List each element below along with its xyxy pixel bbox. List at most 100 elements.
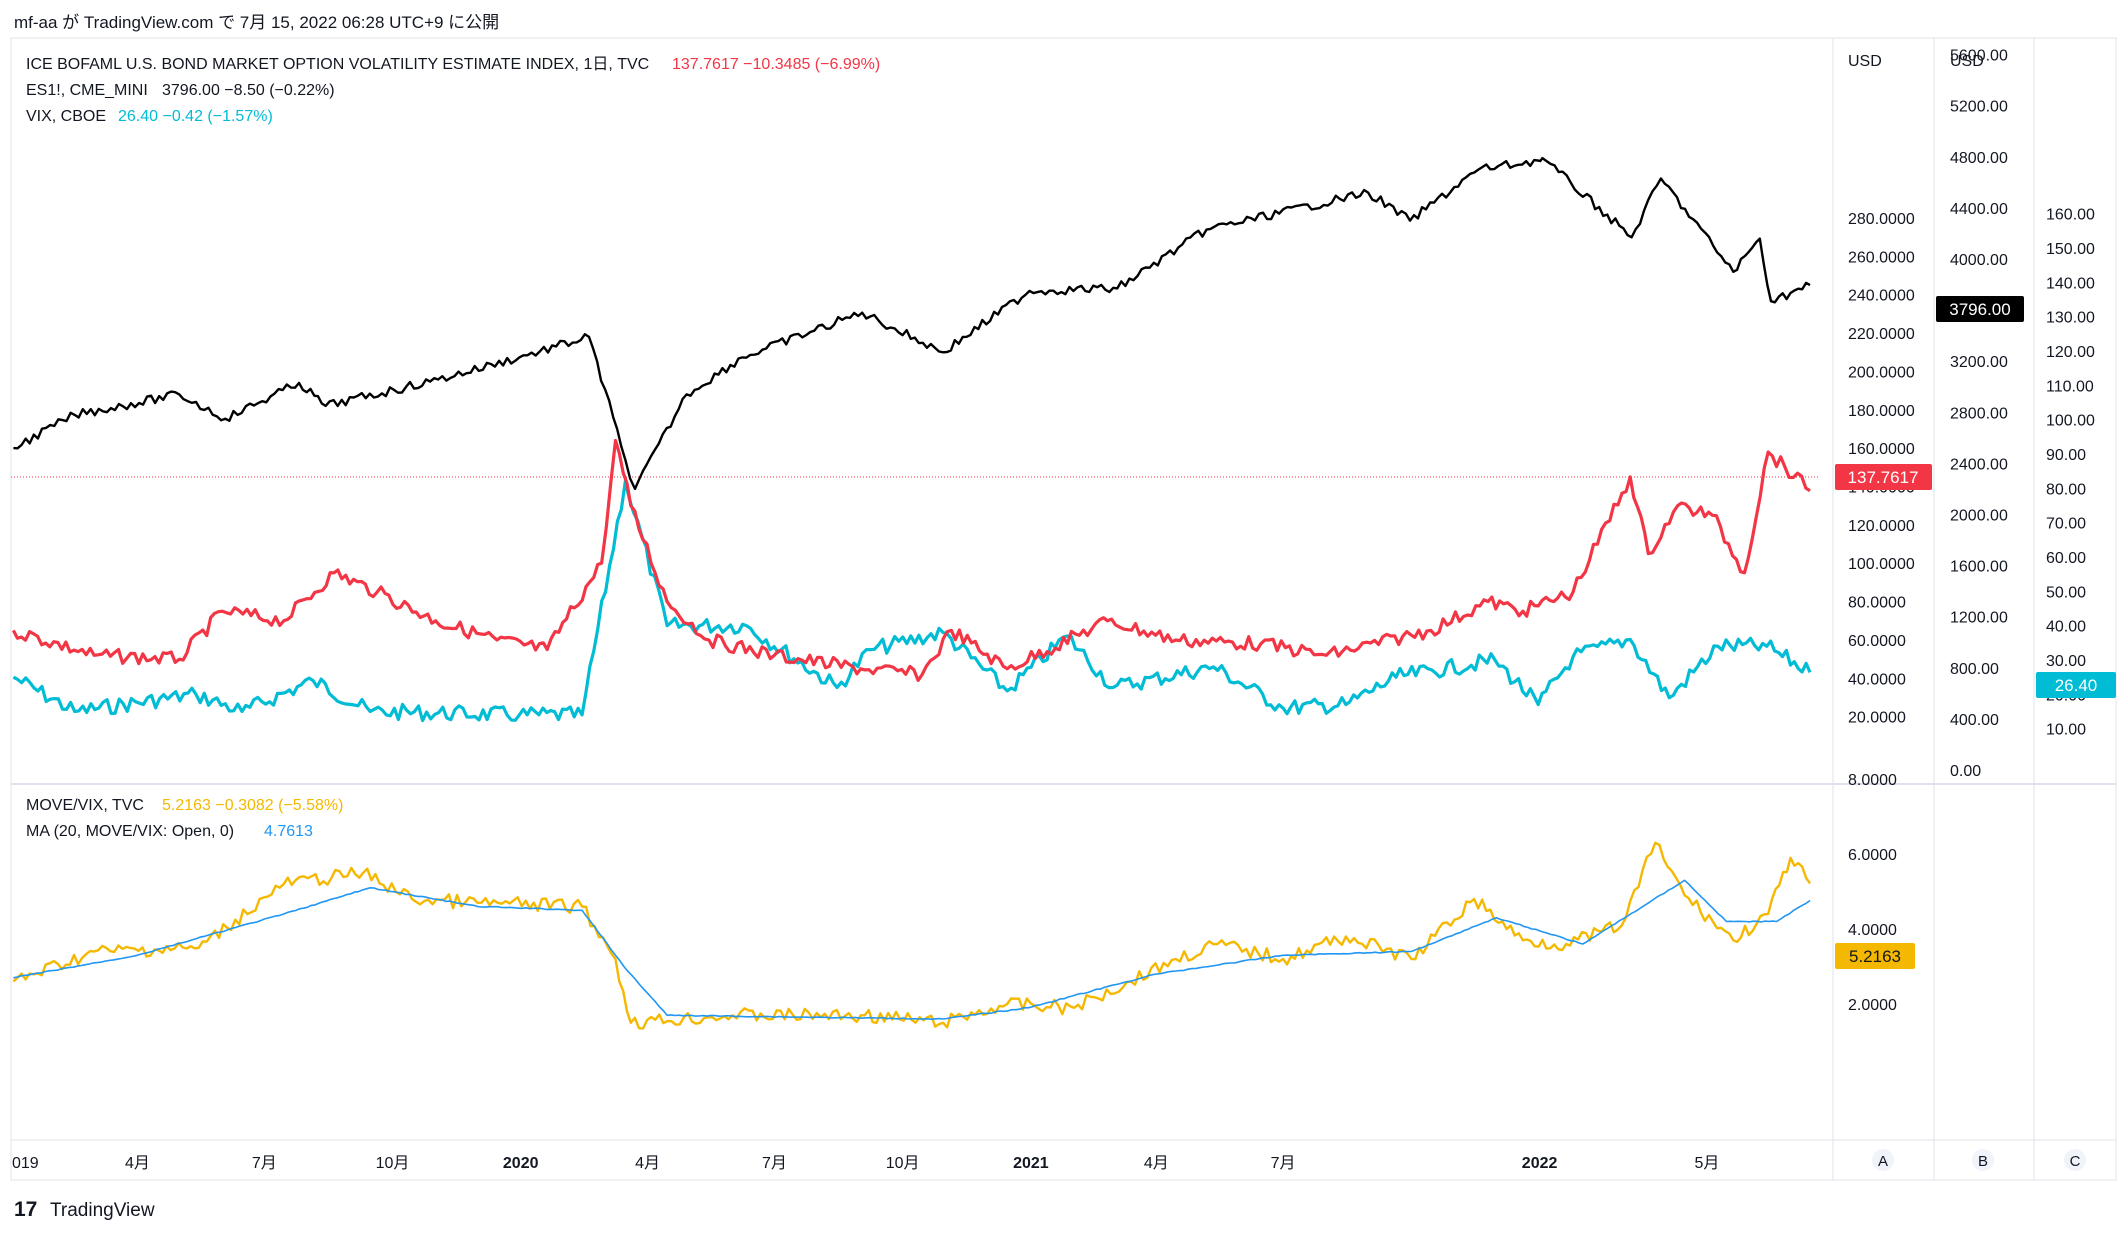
svg-text:ICE BOFAML U.S. BOND MARKET OP: ICE BOFAML U.S. BOND MARKET OPTION VOLAT… <box>26 56 649 73</box>
vix-axis-tick-label: 90.00 <box>2046 447 2086 464</box>
svg-text:C: C <box>2070 1153 2081 1170</box>
move-series-line <box>11 438 1811 682</box>
vix-axis-tick-label: 130.00 <box>2046 310 2095 327</box>
vix-axis-tick-label: 150.00 <box>2046 241 2095 258</box>
vix-axis-tick-label: 30.00 <box>2046 653 2086 670</box>
es-axis-tick-label: 4800.00 <box>1950 150 2008 167</box>
move-axis-tick-label: 220.0000 <box>1848 326 1915 343</box>
es-axis-tick-label: 5200.00 <box>1950 99 2008 116</box>
move-axis-ticks: 280.0000 260.0000 240.0000 220.0000 200.0000… <box>1848 211 1915 727</box>
es-axis-tick-label: 4000.00 <box>1950 252 2008 269</box>
move-axis-tick-label: 80.0000 <box>1848 595 1906 612</box>
es-axis-tick-label: 2400.00 <box>1950 456 2008 473</box>
time-axis-tick-label: 2022 <box>1522 1155 1558 1172</box>
move-axis-tick-label: 60.0000 <box>1848 633 1906 650</box>
move-axis-tick-label: 100.0000 <box>1848 556 1915 573</box>
time-axis-tick-label: 4月 <box>125 1155 150 1172</box>
svg-text:B: B <box>1978 1153 1988 1170</box>
svg-text:TradingView: TradingView <box>50 1200 155 1221</box>
vix-axis-tick-label: 40.00 <box>2046 619 2086 636</box>
main-pane-series <box>11 156 1812 723</box>
vix-axis-tick-label: 80.00 <box>2046 481 2086 498</box>
time-axis-tick-label: 10月 <box>376 1155 410 1172</box>
move-axis-tick-label: 280.0000 <box>1848 211 1915 228</box>
move-axis-tick-label: 40.0000 <box>1848 671 1906 688</box>
ratio-price-label: 5.2163 <box>1835 943 1915 969</box>
svg-text:A: A <box>1878 1153 1888 1170</box>
publish-info: mf-aa が TradingView.com で 7月 15, 2022 06… <box>14 13 499 32</box>
es-axis-tick-label: 2800.00 <box>1950 405 2008 422</box>
svg-text:VIX, CBOE: VIX, CBOE <box>26 108 106 125</box>
es-axis-tick-label: 800.00 <box>1950 661 1999 678</box>
legend-move[interactable]: ICE BOFAML U.S. BOND MARKET OPTION VOLAT… <box>26 56 880 73</box>
ratio-pane-series <box>12 841 1811 1030</box>
svg-text:3796.00 −8.50 (−0.22%): 3796.00 −8.50 (−0.22%) <box>162 82 335 99</box>
ratio-axis-tick-label: 4.0000 <box>1848 922 1897 939</box>
vix-axis-tick-label: 70.00 <box>2046 516 2086 533</box>
es-series-line <box>13 156 1811 491</box>
move-axis-tick-label: 180.0000 <box>1848 403 1915 420</box>
move-axis-unit: USD <box>1848 53 1882 70</box>
tradingview-logo-icon: 17 <box>14 1198 37 1221</box>
time-axis-tick-label: 7月 <box>762 1155 787 1172</box>
move-axis-tick-label: 240.0000 <box>1848 288 1915 305</box>
scale-button-b[interactable]: B <box>1972 1149 1994 1171</box>
move-vix-series-line <box>12 841 1811 1030</box>
move-axis-tick-label: 160.0000 <box>1848 441 1915 458</box>
move-price-label: 137.7617 <box>1835 464 1932 490</box>
svg-text:5.2163 −0.3082 (−5.58%): 5.2163 −0.3082 (−5.58%) <box>162 797 343 814</box>
time-axis-tick-label: 2020 <box>503 1155 539 1172</box>
legend-vix[interactable]: VIX, CBOE 26.40 −0.42 (−1.57%) <box>26 108 273 125</box>
time-axis-tick-label: 019 <box>12 1155 39 1172</box>
legend-move-vix[interactable]: MOVE/VIX, TVC 5.2163 −0.3082 (−5.58%) <box>26 797 343 814</box>
vix-axis-tick-label: 140.00 <box>2046 275 2095 292</box>
ratio-axis-tick-label: 8.0000 <box>1848 772 1897 789</box>
time-axis-tick-label: 4月 <box>1144 1155 1169 1172</box>
es-price-label: 3796.00 <box>1936 296 2024 322</box>
time-axis-tick-label: 7月 <box>1271 1155 1296 1172</box>
ratio-axis-ticks: 8.0000 6.0000 4.0000 2.0000 <box>1848 772 1897 1014</box>
svg-text:3796.00: 3796.00 <box>1949 300 2010 319</box>
es-axis-tick-label: 4400.00 <box>1950 201 2008 218</box>
vix-axis-tick-label: 120.00 <box>2046 344 2095 361</box>
es-axis-tick-label: 1600.00 <box>1950 559 2008 576</box>
svg-text:ES1!, CME_MINI: ES1!, CME_MINI <box>26 82 148 99</box>
vix-axis-tick-label: 60.00 <box>2046 550 2086 567</box>
vix-axis-ticks: 160.00 150.00 140.00 130.00 120.00 110.00 100.… <box>2046 207 2095 739</box>
svg-text:4.7613: 4.7613 <box>264 823 313 840</box>
scale-button-c[interactable]: C <box>2064 1149 2086 1171</box>
time-axis-tick-label: 7月 <box>252 1155 277 1172</box>
es-axis-tick-label: 0.00 <box>1950 763 1981 780</box>
svg-text:137.7617: 137.7617 <box>1848 468 1919 487</box>
vix-series-line <box>12 479 1812 723</box>
legend-es[interactable]: ES1!, CME_MINI 3796.00 −8.50 (−0.22%) <box>26 82 335 99</box>
move-axis-tick-label: 20.0000 <box>1848 710 1906 727</box>
svg-text:MA (20, MOVE/VIX: Open, 0): MA (20, MOVE/VIX: Open, 0) <box>26 823 234 840</box>
svg-text:26.40 −0.42 (−1.57%): 26.40 −0.42 (−1.57%) <box>118 108 273 125</box>
time-axis-tick-label: 10月 <box>886 1155 920 1172</box>
time-axis-tick-label: 2021 <box>1013 1155 1049 1172</box>
tradingview-logo: 17 TradingView <box>14 1198 155 1221</box>
ratio-axis-tick-label: 6.0000 <box>1848 847 1897 864</box>
move-axis-tick-label: 120.0000 <box>1848 518 1915 535</box>
es-axis-tick-label: 2000.00 <box>1950 508 2008 525</box>
vix-axis-tick-label: 10.00 <box>2046 722 2086 739</box>
vix-axis-tick-label: 100.00 <box>2046 413 2095 430</box>
vix-axis-tick-label: 160.00 <box>2046 207 2095 224</box>
time-axis-ticks: 019 4月 7月 10月 2020 4月 7月 10月 2021 4月 7月 2022 5月 <box>12 1155 1719 1172</box>
svg-text:5.2163: 5.2163 <box>1849 947 1901 966</box>
scale-button-a[interactable]: A <box>1872 1149 1894 1171</box>
chart-frame <box>10 37 2117 1181</box>
vix-axis-tick-label: 110.00 <box>2046 378 2094 395</box>
es-axis-tick-label: 1200.00 <box>1950 610 2008 627</box>
move-axis-tick-label: 260.0000 <box>1848 249 1915 266</box>
es-axis-tick-label: 5600.00 <box>1950 48 2008 65</box>
es-axis-tick-label: 400.00 <box>1950 712 1999 729</box>
svg-text:26.40: 26.40 <box>2055 676 2098 695</box>
svg-text:MOVE/VIX, TVC: MOVE/VIX, TVC <box>26 797 144 814</box>
ma-series-line <box>13 879 1811 1020</box>
legend-ma[interactable]: MA (20, MOVE/VIX: Open, 0) 4.7613 <box>26 823 313 840</box>
svg-text:137.7617 −10.3485 (−6.99%): 137.7617 −10.3485 (−6.99%) <box>672 56 880 73</box>
vix-axis-tick-label: 50.00 <box>2046 584 2086 601</box>
move-axis-tick-label: 200.0000 <box>1848 364 1915 381</box>
